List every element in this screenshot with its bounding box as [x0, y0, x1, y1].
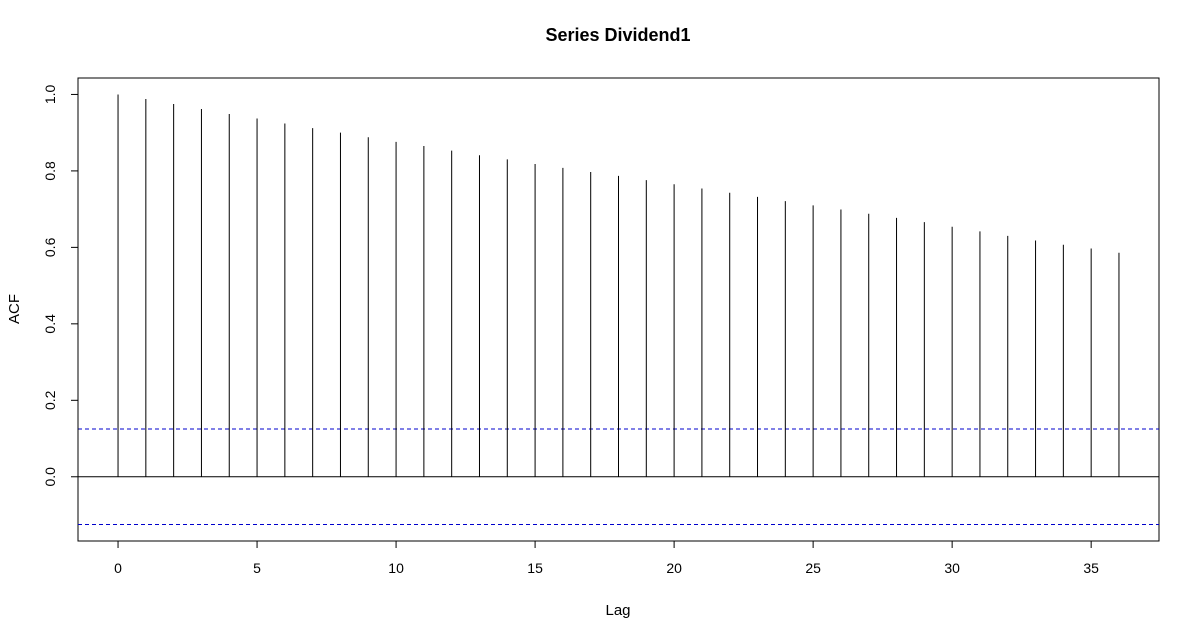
x-axis-label: Lag [605, 602, 630, 619]
y-axis-label: ACF [6, 294, 23, 324]
chart-title: Series Dividend1 [545, 25, 690, 45]
x-tick-label: 0 [114, 560, 122, 576]
x-tick-label: 5 [253, 560, 261, 576]
x-tick-label: 20 [666, 560, 682, 576]
y-tick-label: 1.0 [42, 84, 58, 104]
x-tick-label: 10 [388, 560, 404, 576]
x-tick-label: 25 [805, 560, 821, 576]
y-axis: 0.0 0.2 0.4 0.6 0.8 1.0 [42, 84, 79, 487]
y-tick-label: 0.4 [42, 314, 58, 334]
y-tick-label: 0.0 [42, 467, 58, 487]
acf-bars [117, 94, 1120, 477]
x-tick-label: 35 [1083, 560, 1099, 576]
y-tick-label: 0.6 [42, 237, 58, 257]
y-tick-label: 0.2 [42, 390, 58, 410]
y-tick-label: 0.8 [42, 161, 58, 181]
x-tick-label: 30 [944, 560, 960, 576]
x-tick-label: 15 [527, 560, 543, 576]
x-axis: 0 5 10 15 20 25 30 35 [114, 540, 1099, 576]
